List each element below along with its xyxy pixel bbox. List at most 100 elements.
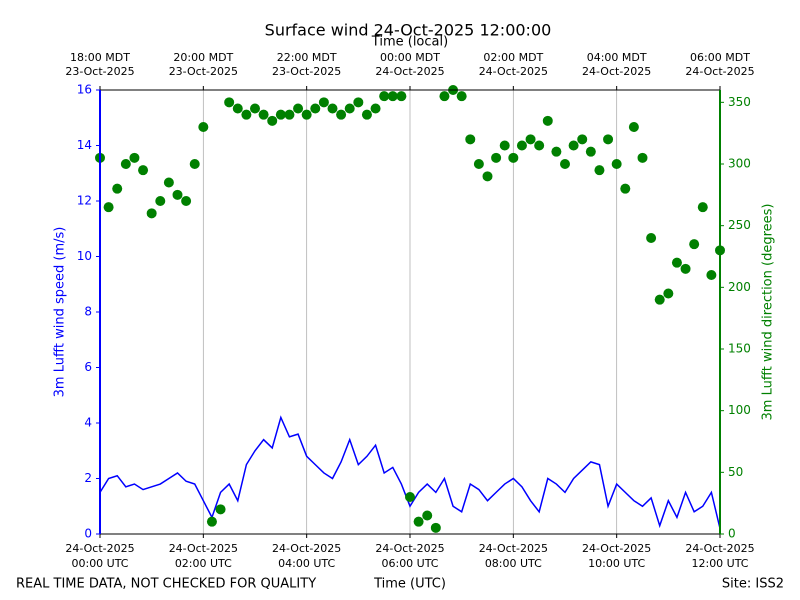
direction-point — [611, 159, 622, 169]
direction-point — [439, 91, 450, 102]
direction-point — [370, 103, 381, 114]
direction-point — [258, 109, 269, 120]
direction-point — [413, 516, 424, 527]
y2-tick-label: 100 — [728, 403, 751, 417]
direction-point — [620, 183, 631, 194]
y2-axis-label: 3m Lufft wind direction (degrees) — [761, 204, 776, 421]
y-tick-label: 8 — [84, 305, 92, 319]
direction-point — [697, 202, 708, 213]
direction-point — [637, 152, 648, 163]
y2-tick-label: 300 — [728, 157, 751, 171]
top-x-tick-label: 24-Oct-2025 — [479, 65, 548, 78]
direction-point — [267, 115, 278, 126]
direction-point — [534, 140, 545, 151]
direction-point — [542, 115, 553, 126]
direction-point — [628, 122, 639, 132]
direction-point — [379, 91, 390, 102]
direction-point — [336, 109, 347, 120]
direction-point — [456, 91, 467, 102]
y2-tick-label: 0 — [728, 527, 736, 541]
top-x-tick-label: 24-Oct-2025 — [375, 65, 444, 78]
direction-point — [284, 109, 295, 120]
direction-point — [387, 91, 398, 102]
direction-point — [112, 183, 123, 194]
direction-point — [103, 202, 114, 213]
direction-point — [499, 140, 510, 151]
direction-point — [172, 189, 183, 200]
top-axis-label: Time (local) — [371, 35, 448, 50]
direction-point — [491, 152, 502, 163]
direction-point — [120, 159, 131, 169]
footer-left: REAL TIME DATA, NOT CHECKED FOR QUALITY — [16, 577, 316, 592]
y-tick-label: 14 — [77, 138, 92, 152]
direction-point — [206, 516, 217, 527]
top-x-tick-label: 06:00 MDT — [690, 51, 750, 64]
direction-point — [181, 196, 192, 206]
direction-point — [430, 522, 441, 533]
direction-point — [250, 103, 260, 114]
x-tick-label: 10:00 UTC — [588, 557, 645, 570]
grid — [99, 90, 721, 534]
y-tick-label: 2 — [84, 471, 92, 485]
direction-point — [646, 233, 657, 243]
direction-point — [482, 171, 493, 182]
direction-point — [516, 140, 527, 151]
footer-right: Site: ISS2 — [722, 577, 784, 592]
direction-point — [344, 103, 355, 114]
direction-point — [671, 257, 682, 268]
direction-point — [293, 103, 304, 114]
top-x-tick-label: 20:00 MDT — [173, 51, 233, 64]
plot — [95, 85, 725, 533]
direction-point — [155, 196, 166, 206]
direction-point — [465, 134, 476, 145]
speed-line — [99, 415, 721, 529]
y-axis-label: 3m Lufft wind speed (m/s) — [53, 227, 68, 398]
x-tick-label: 24-Oct-2025 — [582, 542, 651, 555]
direction-point — [594, 165, 605, 176]
direction-point — [198, 122, 209, 132]
x-tick-label: 24-Oct-2025 — [169, 542, 238, 555]
direction-point — [327, 103, 338, 114]
y-tick-label: 4 — [84, 416, 92, 430]
axes: 24-Oct-2025 00:00 UTC 24-Oct-2025 02:00 UTC… — [65, 51, 754, 570]
direction-point — [129, 152, 140, 163]
direction-point — [654, 294, 665, 305]
y-tick-label: 6 — [84, 360, 92, 374]
direction-point — [318, 97, 329, 108]
direction-point — [353, 97, 364, 108]
top-x-tick-label: 22:00 MDT — [277, 51, 337, 64]
x-axis-label: Time (UTC) — [373, 577, 446, 592]
direction-point — [577, 134, 588, 145]
direction-point — [232, 103, 243, 114]
direction-point — [585, 146, 596, 157]
x-tick-label: 24-Oct-2025 — [375, 542, 444, 555]
direction-point — [551, 146, 562, 157]
direction-point — [361, 109, 372, 120]
top-x-tick-label: 18:00 MDT — [70, 51, 130, 64]
direction-point — [568, 140, 579, 151]
top-x-tick-label: 02:00 MDT — [483, 51, 543, 64]
direction-point — [146, 208, 157, 219]
direction-point — [189, 159, 200, 169]
y2-tick-label: 250 — [728, 218, 751, 232]
direction-point — [301, 109, 312, 120]
x-tick-label: 04:00 UTC — [278, 557, 335, 570]
direction-point — [215, 504, 226, 515]
direction-point — [138, 165, 149, 176]
x-tick-label: 02:00 UTC — [175, 557, 232, 570]
y-tick-label: 10 — [77, 249, 92, 263]
y-tick-label: 16 — [77, 83, 92, 97]
x-tick-label: 06:00 UTC — [381, 557, 438, 570]
top-x-tick-label: 24-Oct-2025 — [582, 65, 651, 78]
direction-point — [241, 109, 252, 120]
direction-point — [508, 152, 519, 163]
x-tick-label: 24-Oct-2025 — [65, 542, 134, 555]
direction-point — [275, 109, 286, 120]
direction-point — [224, 97, 235, 108]
x-tick-label: 24-Oct-2025 — [479, 542, 548, 555]
direction-point — [396, 91, 407, 102]
direction-point — [663, 288, 674, 299]
y2-tick-label: 200 — [728, 280, 751, 294]
direction-point — [689, 239, 700, 250]
